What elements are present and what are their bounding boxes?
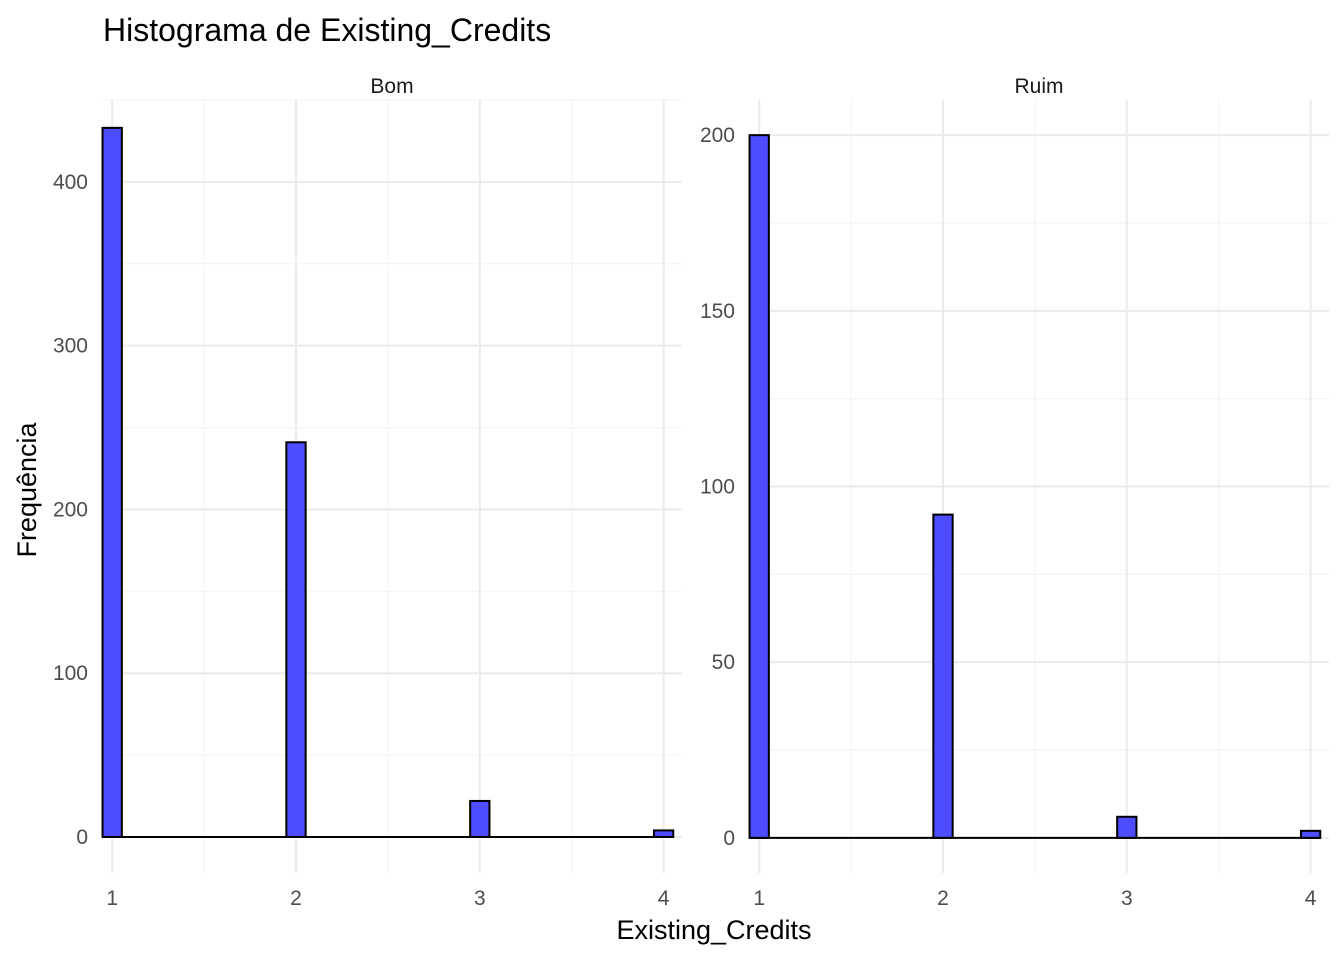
x-tick-label-ruim: 2 — [937, 887, 949, 910]
x-axis-title: Existing_Credits — [616, 915, 811, 945]
x-tick-label-ruim: 3 — [1121, 887, 1133, 910]
y-tick-label-bom: 200 — [53, 498, 88, 521]
bar-bom-4 — [652, 829, 675, 838]
y-tick-label-ruim: 50 — [712, 651, 735, 674]
bar-ruim-3 — [1116, 815, 1138, 839]
gridlines-bom — [103, 99, 682, 873]
x-tick-label-bom: 1 — [106, 887, 118, 910]
y-axis-title: Frequência — [12, 421, 42, 557]
y-tick-label-bom: 100 — [53, 662, 88, 685]
chart-title: Histograma de Existing_Credits — [103, 12, 551, 48]
strip-label-ruim: Ruim — [1014, 75, 1063, 98]
y-tick-label-ruim: 100 — [700, 476, 735, 499]
y-tick-label-ruim: 150 — [700, 300, 735, 323]
x-tick-label-ruim: 1 — [753, 887, 765, 910]
x-tick-label-bom: 3 — [474, 887, 486, 910]
x-tick-label-ruim: 4 — [1305, 887, 1317, 910]
bar-ruim-2 — [932, 513, 954, 839]
y-tick-label-ruim: 0 — [723, 827, 735, 850]
x-tick-label-bom: 2 — [290, 887, 302, 910]
y-tick-label-ruim: 200 — [700, 124, 735, 147]
bar-ruim-1 — [748, 134, 770, 839]
strip-label-bom: Bom — [370, 75, 413, 98]
bar-ruim-4 — [1299, 829, 1322, 839]
y-tick-label-bom: 0 — [76, 826, 88, 849]
bar-bom-1 — [101, 126, 123, 838]
bar-bom-3 — [469, 799, 491, 838]
panel-ruim: Ruim 0 50 100 150 200 1 2 3 4 — [700, 75, 1329, 910]
bar-bom-2 — [285, 441, 307, 838]
gridlines-ruim — [750, 100, 1329, 873]
y-tick-label-bom: 300 — [53, 335, 88, 358]
panel-bom: Bom 0 100 200 300 400 1 2 3 4 — [53, 75, 682, 910]
y-tick-label-bom: 400 — [53, 171, 88, 194]
x-tick-label-bom: 4 — [658, 887, 670, 910]
